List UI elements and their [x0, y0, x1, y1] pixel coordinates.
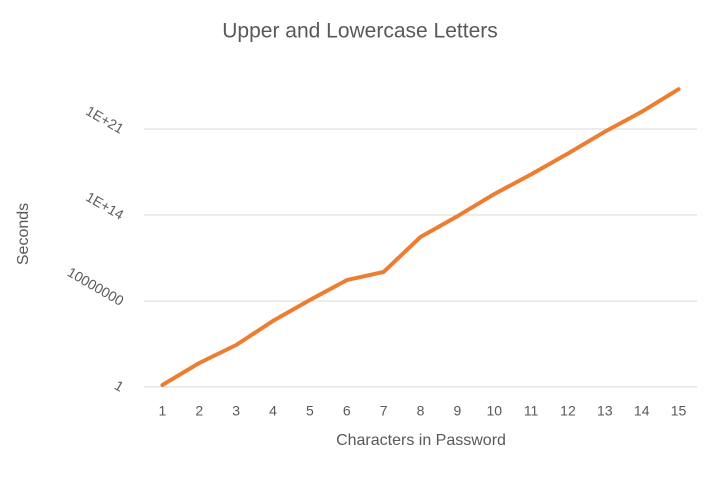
x-tick-label: 3 — [232, 403, 240, 419]
y-tick-label: 1 — [112, 377, 127, 395]
x-axis-label: Characters in Password — [336, 432, 506, 449]
x-tick-label: 10 — [486, 403, 502, 419]
y-tick-label: 1E+21 — [83, 102, 127, 136]
y-tick-label: 10000000 — [65, 264, 127, 309]
x-tick-label: 4 — [269, 403, 277, 419]
x-tick-label: 5 — [306, 403, 314, 419]
x-tick-label: 13 — [597, 403, 613, 419]
x-tick-label: 8 — [417, 403, 425, 419]
data-line — [160, 87, 681, 387]
y-axis-label: Seconds — [15, 203, 32, 265]
x-tick-label: 9 — [453, 403, 461, 419]
x-tick-label: 1 — [159, 403, 167, 419]
x-tick-label: 14 — [634, 403, 650, 419]
x-tick-label: 7 — [380, 403, 388, 419]
x-tick-label: 15 — [671, 403, 687, 419]
chart-title: Upper and Lowercase Letters — [222, 20, 498, 43]
y-tick-label: 1E+14 — [83, 188, 127, 222]
x-tick-label: 12 — [560, 403, 576, 419]
x-tick-label: 11 — [524, 403, 539, 419]
x-tick-label: 6 — [343, 403, 351, 419]
x-tick-label: 2 — [195, 403, 203, 419]
